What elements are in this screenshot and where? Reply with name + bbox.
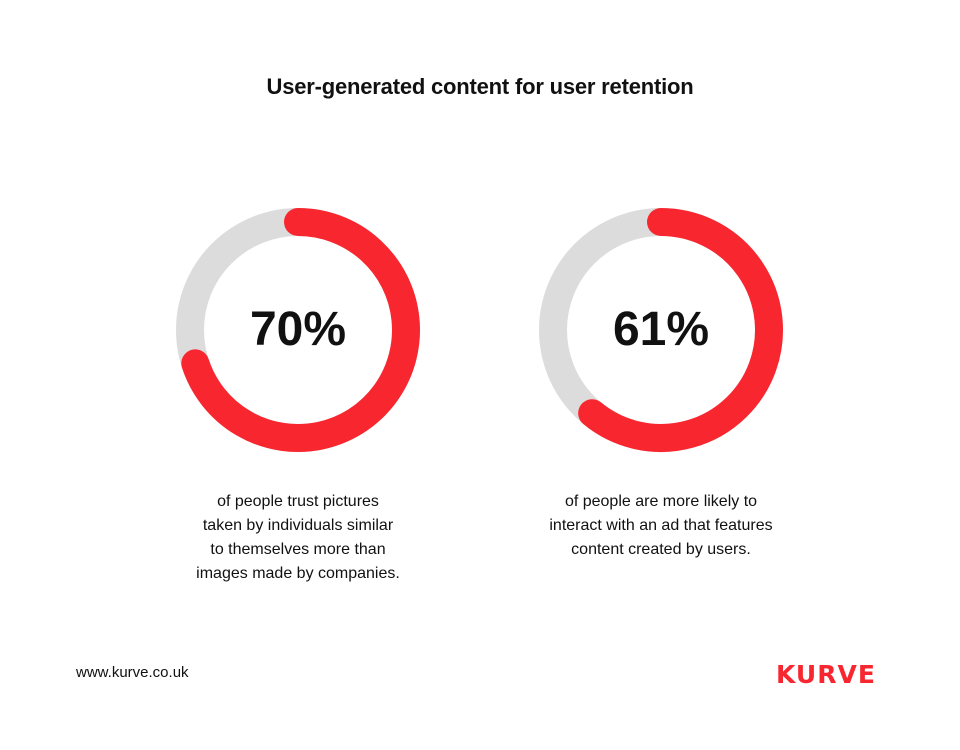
kurve-logo: KURVE — [776, 660, 876, 689]
donut-chart-ad-interaction: 61% — [536, 205, 786, 455]
chart-title: User-generated content for user retentio… — [266, 74, 694, 99]
donut-value-label-2: 61% — [612, 303, 710, 356]
description-line: content created by users. — [571, 541, 751, 558]
donut-chart-trust-pictures: 70% — [173, 205, 423, 455]
donut-svg-1 — [176, 208, 420, 452]
donut-arc-70 — [181, 208, 420, 452]
donut-description-1: of people trust pictures taken by indivi… — [138, 490, 458, 586]
description-line: of people trust pictures — [217, 493, 379, 510]
description-line: taken by individuals similar — [202, 517, 394, 534]
footer-url: www.kurve.co.uk — [76, 664, 189, 681]
description-line: interact with an ad that features — [549, 517, 773, 534]
donut-arc-61 — [578, 208, 783, 452]
description-line: images made by companies. — [196, 565, 400, 582]
description-line: of people are more likely to — [564, 493, 758, 510]
donut-value-label-1: 70% — [249, 303, 347, 356]
donut-description-2: of people are more likely to interact wi… — [501, 490, 821, 562]
donut-svg-2 — [539, 208, 783, 452]
description-line: to themselves more than — [210, 541, 386, 558]
